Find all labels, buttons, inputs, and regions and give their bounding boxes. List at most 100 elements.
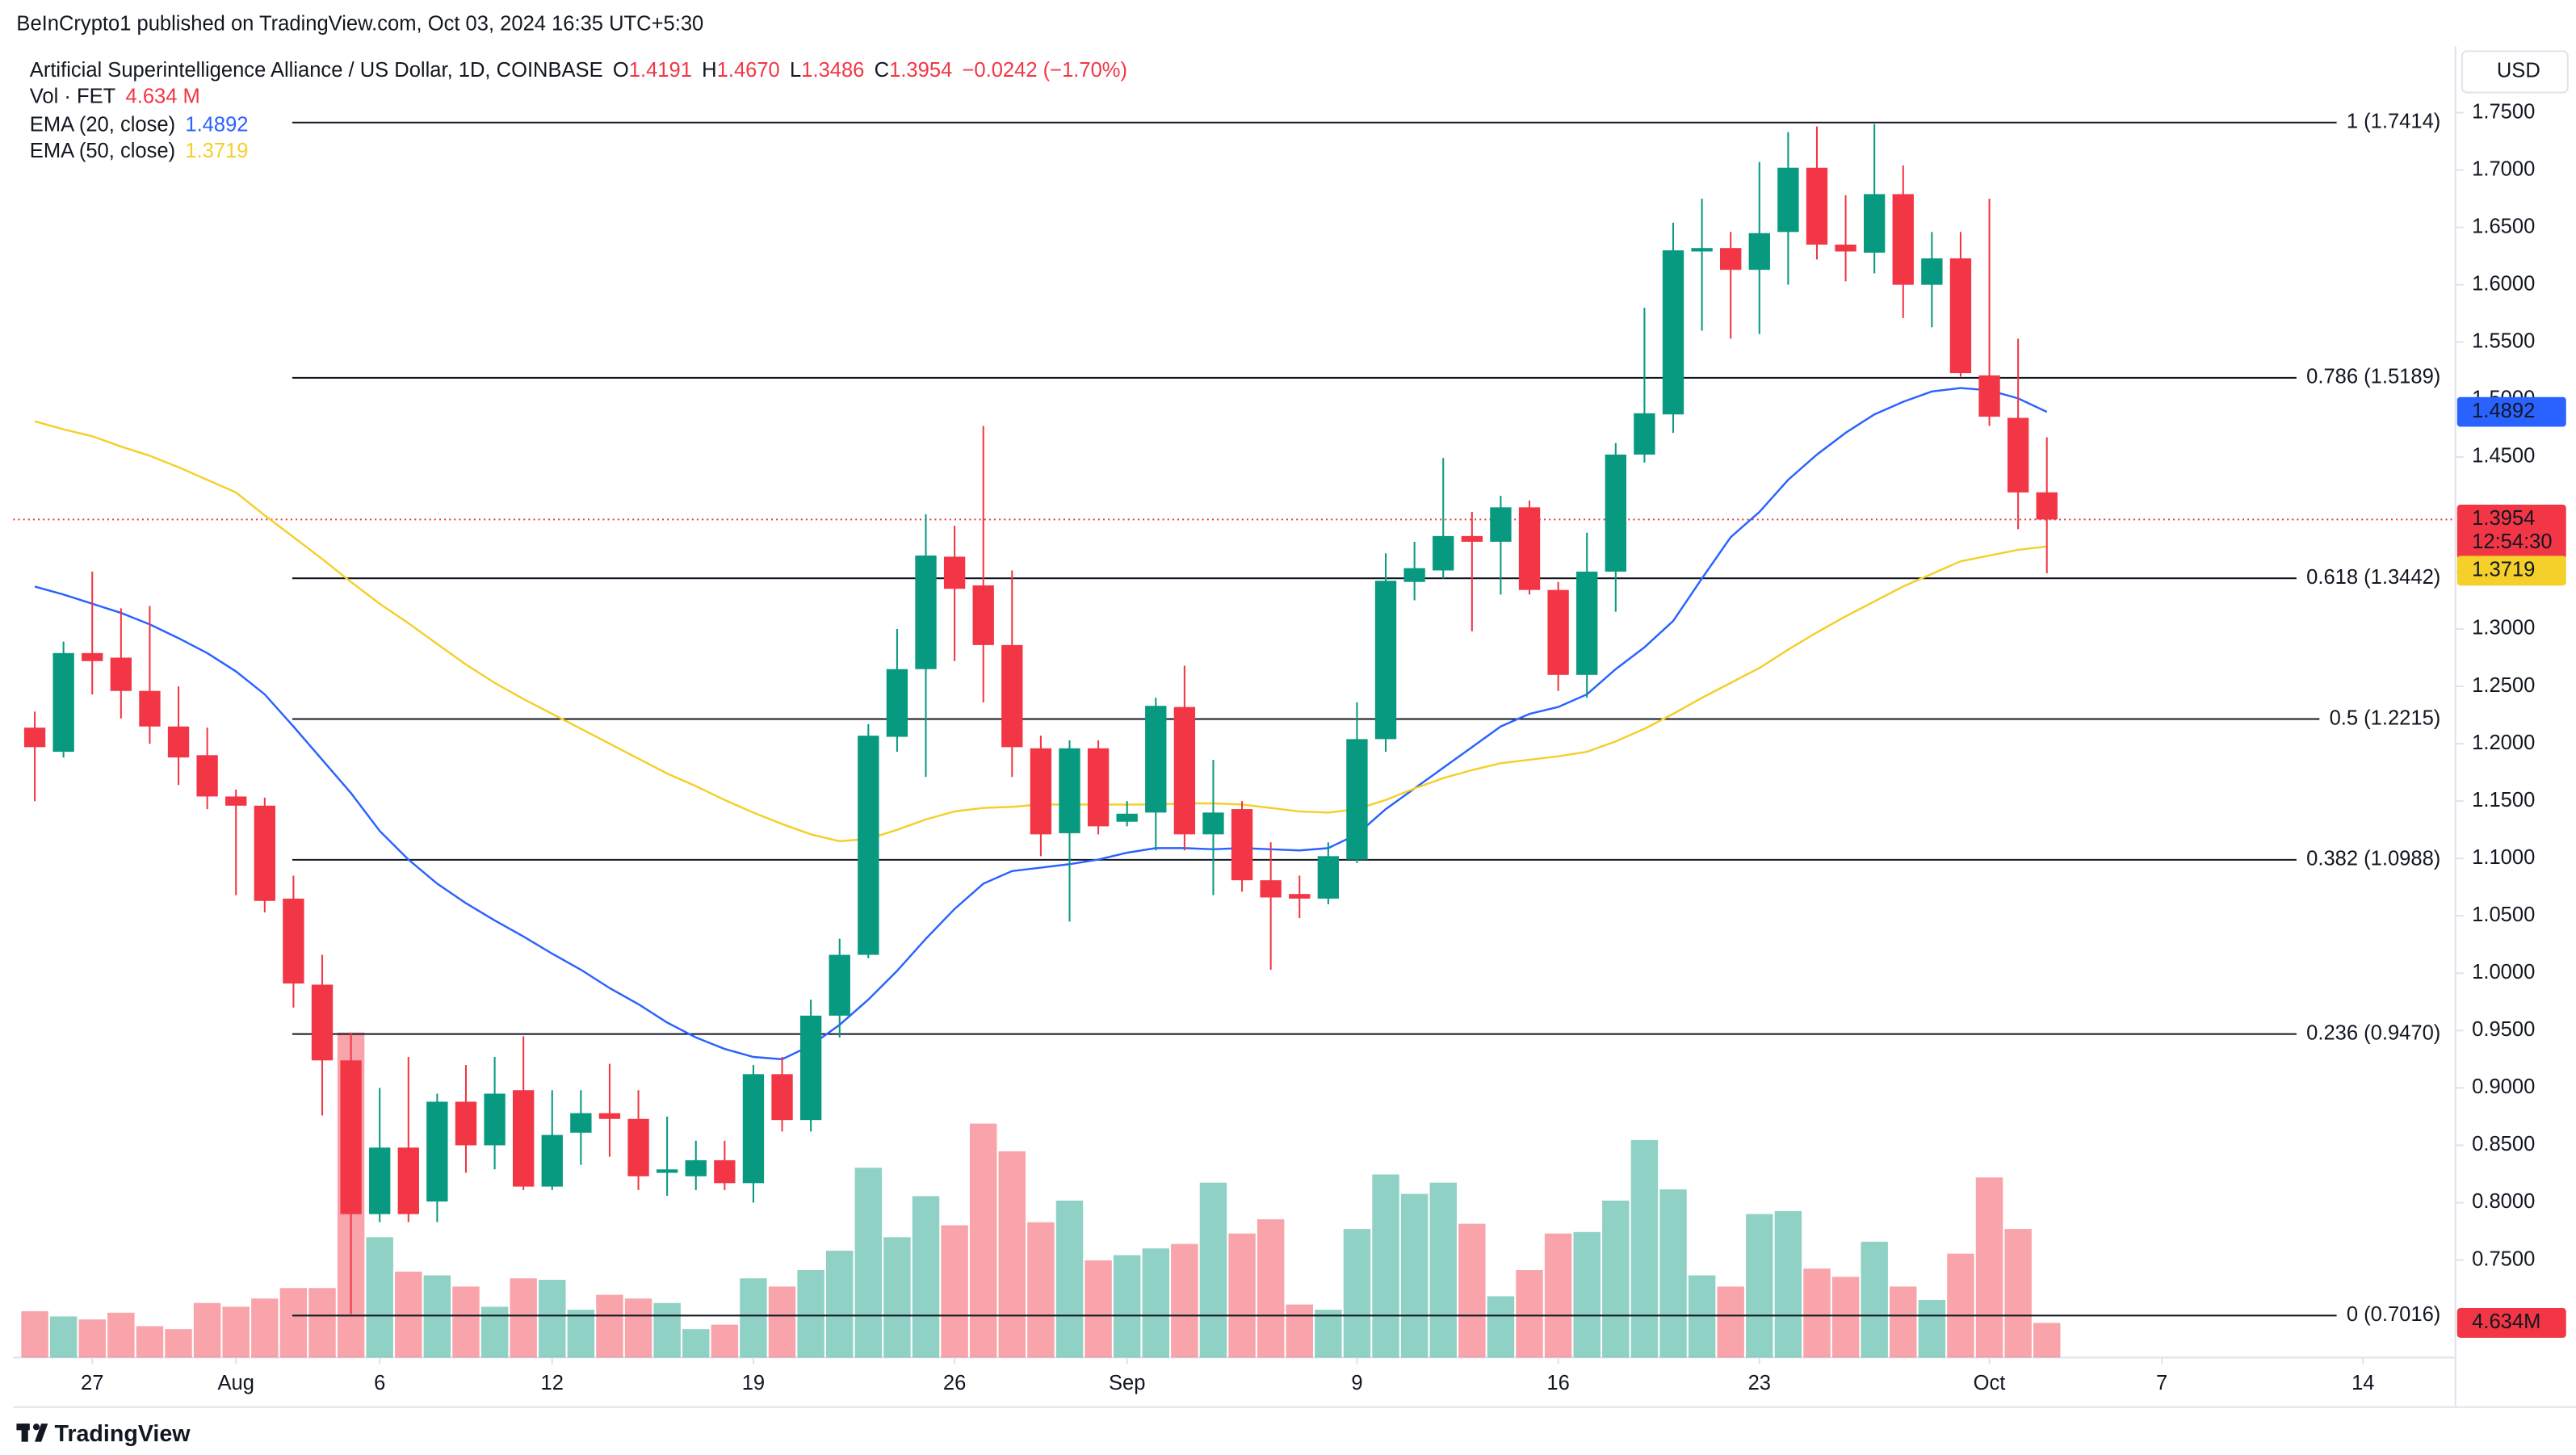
volume-bar xyxy=(1602,1200,1630,1358)
candle-body xyxy=(1547,589,1569,675)
volume-bar xyxy=(682,1329,710,1358)
candle-body xyxy=(598,1113,621,1119)
candle-body xyxy=(397,1147,419,1214)
y-tick-label: 1.6500 xyxy=(2472,215,2535,237)
volume-bar xyxy=(711,1324,739,1358)
attribution: BeInCrypto1 published on TradingView.com… xyxy=(16,12,703,35)
volume-bar xyxy=(1372,1174,1399,1358)
currency-button[interactable] xyxy=(2461,50,2569,94)
candle-body xyxy=(1403,568,1425,582)
volume-tag: 4.634M xyxy=(2472,1310,2540,1333)
volume-bar xyxy=(1659,1189,1687,1358)
volume-bar xyxy=(883,1237,911,1358)
volume-bar xyxy=(2033,1323,2061,1358)
ema-price-tag: 1.4892 xyxy=(2472,400,2535,422)
candle-body xyxy=(1777,167,1799,233)
volume-bar xyxy=(1746,1214,1773,1358)
candle-body xyxy=(1145,706,1167,813)
volume-bar xyxy=(653,1302,681,1358)
volume-bar xyxy=(969,1123,997,1358)
candle-body xyxy=(1317,856,1340,899)
candle-body xyxy=(915,556,937,669)
currency[interactable]: USD xyxy=(2497,60,2540,82)
candle-body xyxy=(82,652,103,661)
x-tick-label: 19 xyxy=(742,1372,765,1394)
ohlc-value: 1.4191 xyxy=(629,59,692,82)
volume-bar xyxy=(1171,1243,1198,1358)
ema-price-tag: 1.3719 xyxy=(2472,559,2535,581)
volume-tag-bg xyxy=(2456,1308,2566,1338)
candle-body xyxy=(283,898,304,984)
volume-bar xyxy=(1831,1277,1860,1358)
x-tick-label: 12 xyxy=(541,1372,564,1394)
volume-bar xyxy=(567,1310,595,1358)
logo-mark xyxy=(21,1424,28,1442)
volume-bar xyxy=(395,1271,422,1358)
volume-bar xyxy=(251,1298,279,1358)
volume-bar xyxy=(510,1278,537,1358)
candle-body xyxy=(1030,748,1052,835)
volume-bar xyxy=(854,1168,883,1358)
candle-body xyxy=(627,1118,649,1176)
candle-body xyxy=(340,1060,362,1214)
volume-bar xyxy=(1199,1182,1227,1358)
volume-bar xyxy=(1228,1233,1256,1358)
y-tick-label: 1.7500 xyxy=(2472,100,2535,123)
x-tick-label: 26 xyxy=(943,1372,966,1394)
volume-bar xyxy=(1947,1253,1974,1358)
candle-body xyxy=(52,652,74,753)
volume-bar xyxy=(165,1329,192,1358)
candle-body xyxy=(455,1101,477,1146)
volume-bar xyxy=(539,1280,566,1358)
volume-bar xyxy=(1890,1286,1917,1358)
volume-bar xyxy=(1861,1241,1888,1358)
volume-bar xyxy=(1803,1268,1831,1358)
y-tick-label: 0.9000 xyxy=(2472,1076,2535,1098)
candle-body xyxy=(1116,813,1138,822)
countdown: 12:54:30 xyxy=(2472,530,2552,553)
candle-body xyxy=(685,1159,707,1176)
ohlc-key: L xyxy=(790,59,801,82)
y-tick-label: 1.4500 xyxy=(2472,445,2535,468)
candle-body xyxy=(311,984,334,1061)
footer: TradingView xyxy=(54,1421,191,1447)
candle-body xyxy=(225,796,247,806)
candle-body xyxy=(1978,375,2000,417)
candle-body xyxy=(1691,248,1713,252)
candle-body xyxy=(771,1074,793,1121)
candle-body xyxy=(1260,880,1282,898)
y-tick-label: 1.1000 xyxy=(2472,846,2535,869)
volume-bar xyxy=(1257,1219,1285,1358)
volume-bar xyxy=(107,1312,135,1358)
volume-bar xyxy=(222,1306,250,1358)
fib-label: 0.786 (1.5189) xyxy=(2306,366,2440,388)
volume-bar xyxy=(1544,1233,1572,1358)
volume-bar xyxy=(941,1225,968,1358)
legend-item: EMA (50, close) 1.3719 xyxy=(30,140,249,162)
candle-body xyxy=(656,1169,678,1173)
candle-body xyxy=(858,736,879,955)
candle-body xyxy=(799,1015,822,1121)
candle-body xyxy=(1806,167,1828,245)
volume-bar xyxy=(1400,1193,1429,1358)
y-tick-label: 1.1500 xyxy=(2472,789,2535,811)
ema-line xyxy=(34,387,2048,1061)
y-tick-label: 1.0500 xyxy=(2472,904,2535,926)
candle-body xyxy=(1202,812,1224,835)
fib-label: 0 (0.7016) xyxy=(2347,1303,2440,1326)
candle-body xyxy=(1892,194,1914,285)
x-tick-label: Aug xyxy=(217,1372,254,1394)
volume-bar xyxy=(1113,1255,1141,1358)
candle-body xyxy=(714,1159,736,1184)
volume-bar xyxy=(825,1250,854,1358)
candle-body xyxy=(2036,492,2058,520)
candle-body xyxy=(196,755,218,797)
candle-body xyxy=(742,1074,765,1184)
volume-bar xyxy=(1717,1286,1744,1358)
candle-body xyxy=(1634,413,1655,455)
ema-price-tag-bg xyxy=(2456,396,2566,427)
candle-body xyxy=(1173,707,1196,835)
candle-body xyxy=(1231,809,1253,881)
